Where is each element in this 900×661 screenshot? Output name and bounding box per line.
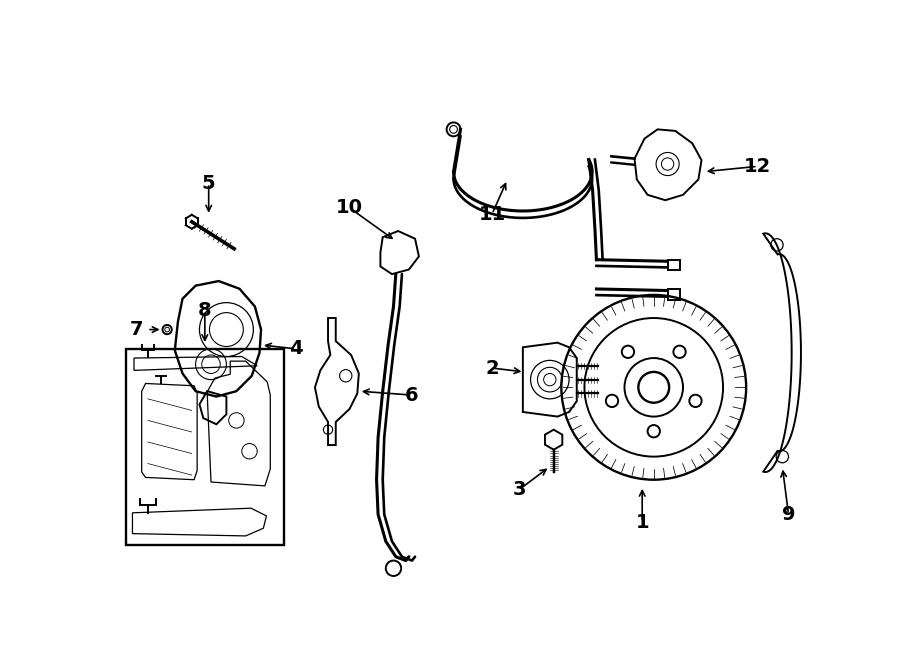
Text: 6: 6 [404, 385, 418, 405]
Text: 8: 8 [198, 301, 212, 320]
Text: 7: 7 [130, 320, 143, 339]
Text: 10: 10 [336, 198, 363, 217]
Text: 11: 11 [479, 204, 506, 223]
Bar [668, 260, 680, 270]
Text: 12: 12 [744, 157, 771, 176]
Bar [668, 289, 680, 299]
Text: 3: 3 [512, 481, 526, 499]
Text: 5: 5 [202, 174, 215, 193]
Bar [126, 349, 284, 545]
Text: 4: 4 [289, 339, 302, 358]
Text: 1: 1 [635, 512, 649, 531]
Text: 9: 9 [782, 505, 796, 524]
Text: 2: 2 [485, 358, 499, 377]
